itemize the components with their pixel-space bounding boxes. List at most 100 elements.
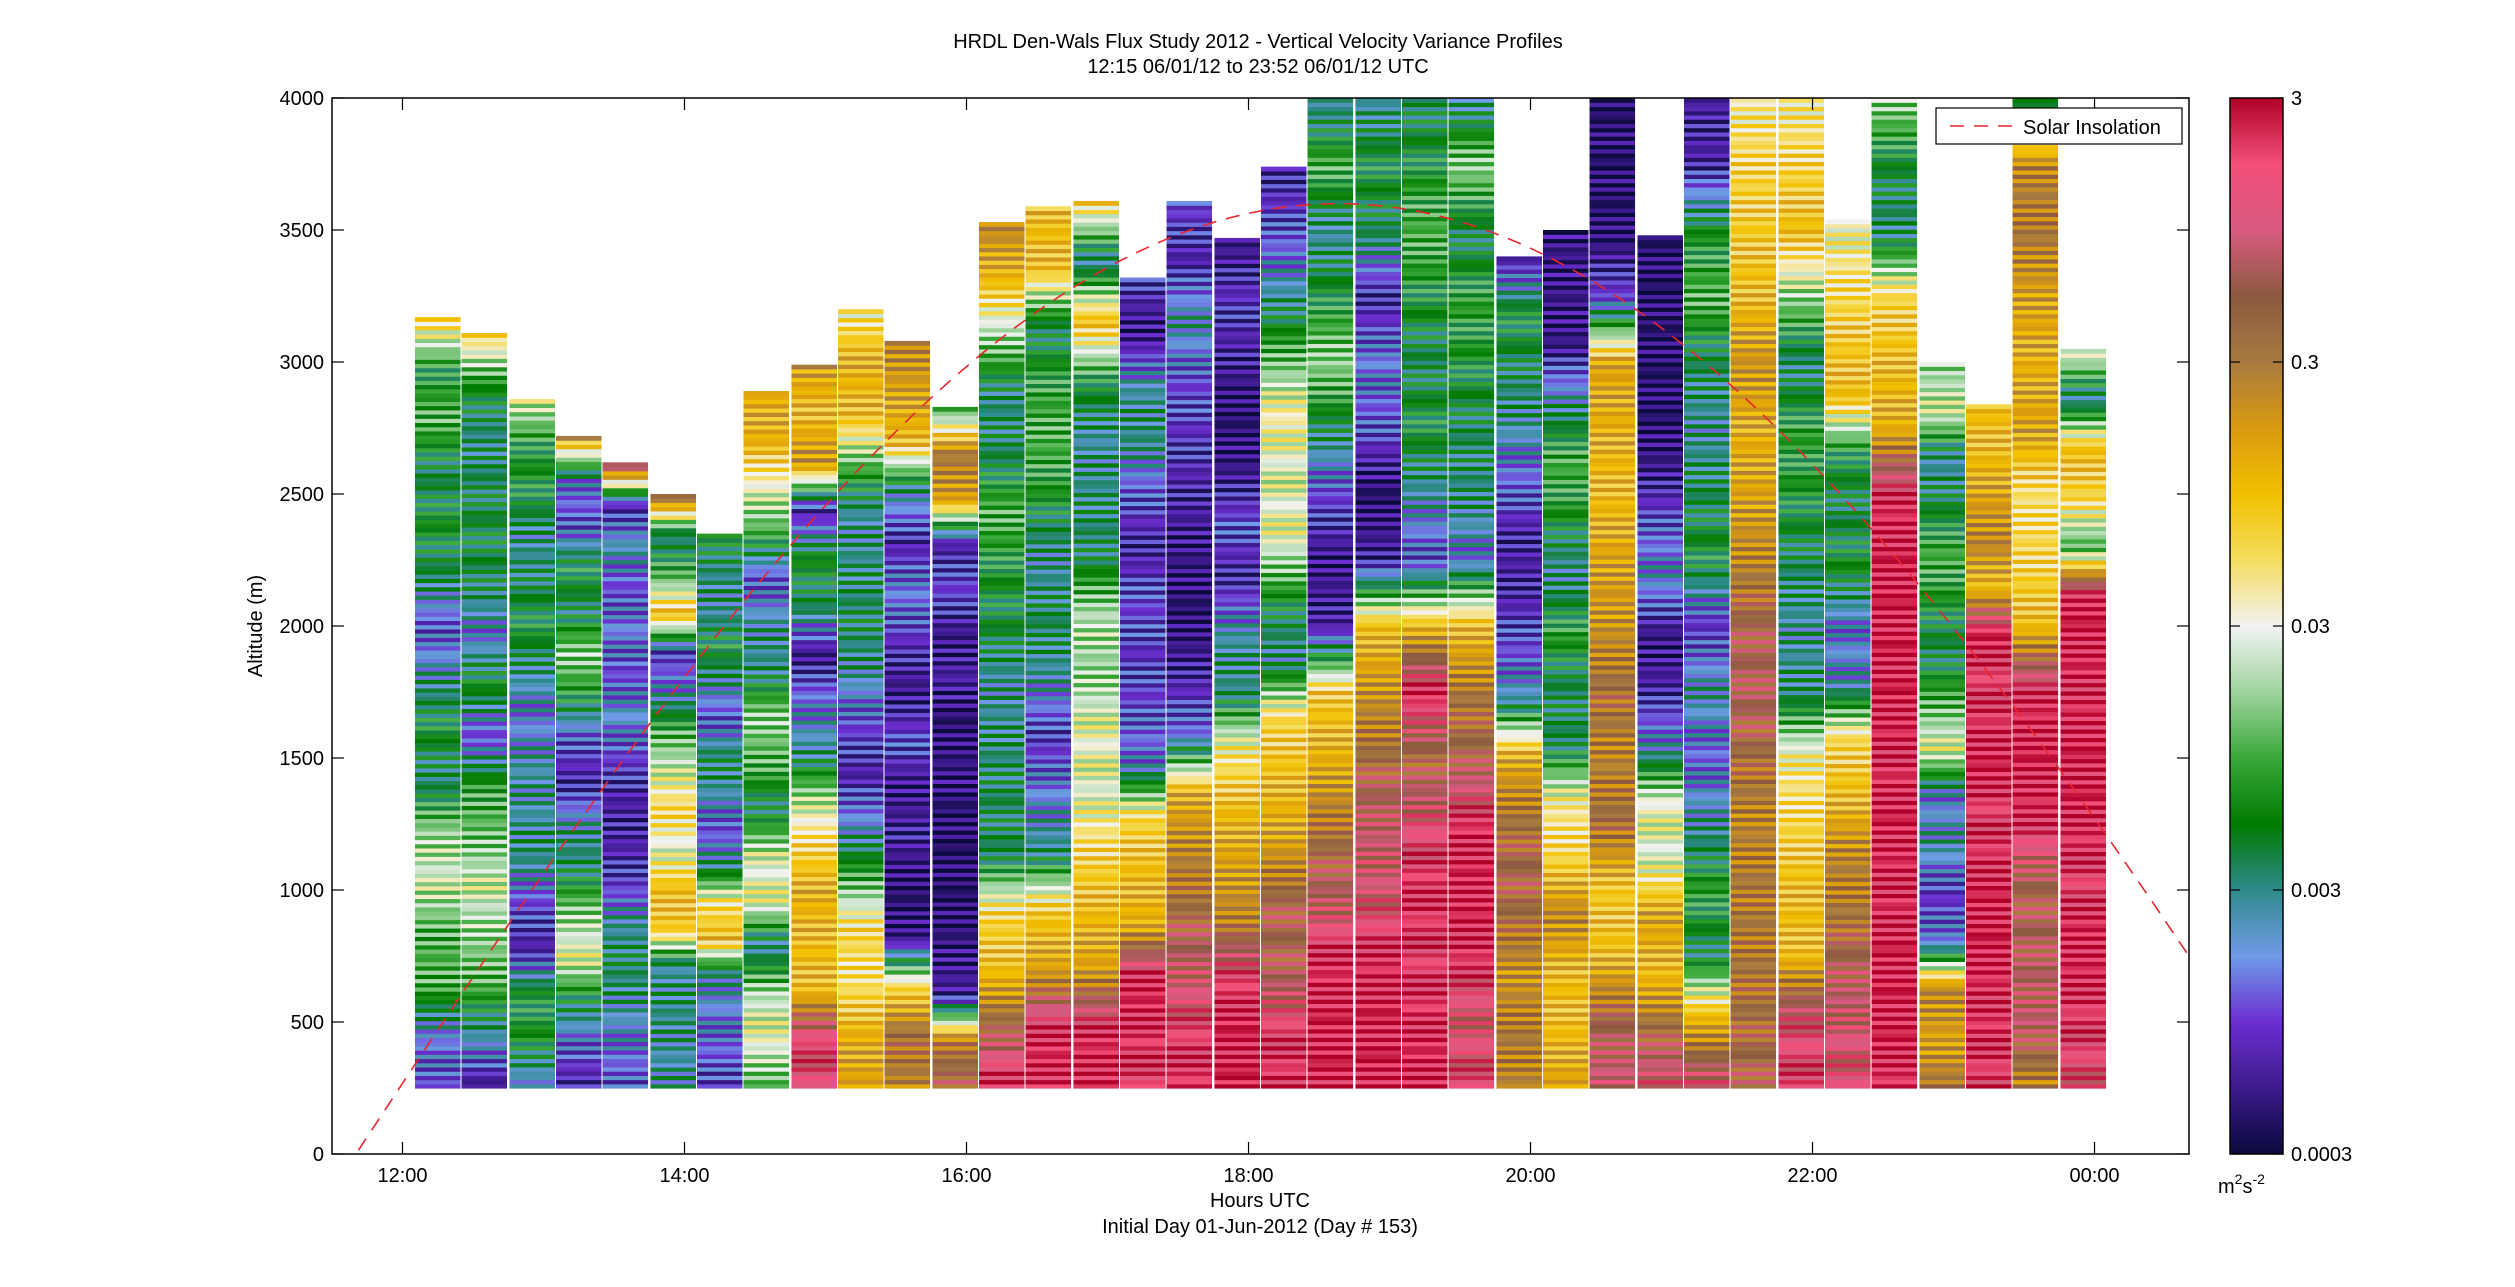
- variance-cell: [1073, 1079, 1119, 1085]
- variance-cell: [1166, 897, 1213, 903]
- variance-cell: [1543, 466, 1589, 472]
- variance-cell: [1307, 965, 1354, 971]
- variance-cell: [1496, 294, 1543, 300]
- variance-cell: [1119, 746, 1166, 751]
- variance-cell: [1214, 855, 1260, 861]
- variance-cell: [1214, 364, 1260, 370]
- variance-cell: [978, 1045, 1025, 1051]
- variance-cell: [650, 902, 696, 908]
- variance-cell: [1355, 906, 1402, 911]
- variance-cell: [978, 868, 1025, 874]
- variance-cell: [1589, 1033, 1636, 1038]
- variance-cell: [1025, 628, 1072, 633]
- variance-cell: [1307, 580, 1354, 586]
- variance-cell: [1166, 1071, 1213, 1076]
- variance-cell: [1119, 741, 1166, 747]
- variance-cell: [555, 1079, 602, 1085]
- variance-cell: [1589, 969, 1636, 975]
- variance-cell: [837, 334, 884, 340]
- variance-cell: [978, 758, 1025, 764]
- variance-cell: [1166, 416, 1213, 422]
- variance-cell: [1261, 809, 1307, 814]
- variance-cell: [461, 505, 508, 511]
- variance-cell: [1543, 492, 1589, 497]
- variance-cell: [1448, 1075, 1495, 1081]
- variance-cell: [791, 753, 837, 759]
- variance-cell: [602, 762, 649, 768]
- variance-cell: [1589, 148, 1636, 154]
- variance-cell: [1307, 495, 1354, 501]
- variance-cell: [1166, 986, 1213, 992]
- variance-cell: [1214, 686, 1260, 692]
- variance-cell: [1166, 281, 1213, 287]
- variance-cell: [932, 1075, 978, 1081]
- variance-cell: [650, 818, 696, 824]
- variance-cell: [1166, 230, 1213, 236]
- variance-cell: [791, 804, 837, 810]
- variance-cell: [837, 495, 884, 501]
- variance-cell: [837, 812, 884, 818]
- variance-cell: [1307, 880, 1354, 886]
- variance-cell: [884, 817, 931, 823]
- variance-cell: [1307, 711, 1354, 717]
- variance-cell: [1543, 673, 1589, 679]
- variance-cell: [1261, 525, 1307, 531]
- variance-cell: [1589, 639, 1636, 645]
- variance-cell: [1166, 467, 1213, 472]
- variance-cell: [1025, 294, 1072, 300]
- variance-cell: [1448, 1058, 1495, 1064]
- variance-cell: [555, 689, 602, 695]
- variance-cell: [1119, 454, 1166, 460]
- variance-cell: [1025, 303, 1072, 309]
- variance-cell: [884, 657, 931, 663]
- variance-cell: [932, 1003, 978, 1009]
- variance-cell: [1307, 1066, 1354, 1072]
- variance-cell: [932, 838, 978, 844]
- variance-cell: [414, 355, 461, 360]
- variance-cell: [1073, 538, 1119, 544]
- variance-cell: [1402, 538, 1448, 543]
- variance-cell: [1589, 1071, 1636, 1076]
- variance-cell: [650, 494, 696, 499]
- variance-cell: [1261, 775, 1307, 781]
- variance-cell: [1214, 665, 1260, 670]
- variance-cell: [650, 683, 696, 689]
- variance-cell: [461, 818, 508, 823]
- variance-cell: [1307, 736, 1354, 742]
- variance-cell: [1307, 1028, 1354, 1034]
- variance-cell: [1496, 948, 1543, 954]
- variance-cell: [1448, 631, 1495, 636]
- variance-cell: [978, 935, 1025, 941]
- variance-cell: [509, 906, 555, 912]
- variance-cell: [1589, 901, 1636, 907]
- variance-cell: [1589, 538, 1636, 543]
- variance-cell: [1543, 1020, 1589, 1026]
- variance-cell: [1402, 444, 1448, 450]
- variance-cell: [1496, 269, 1543, 274]
- variance-cell: [1261, 1062, 1307, 1068]
- variance-cell: [1543, 551, 1589, 557]
- variance-cell: [602, 1007, 649, 1013]
- variance-cell: [1166, 513, 1213, 519]
- variance-cell: [978, 623, 1025, 629]
- variance-cell: [461, 392, 508, 397]
- variance-cell: [932, 787, 978, 793]
- variance-cell: [461, 961, 508, 967]
- variance-cell: [1025, 687, 1072, 693]
- variance-cell: [791, 478, 837, 484]
- variance-cell: [414, 1075, 461, 1081]
- variance-cell: [696, 554, 743, 560]
- variance-cell: [1355, 1024, 1402, 1030]
- variance-cell: [1402, 880, 1448, 886]
- variance-cell: [791, 686, 837, 691]
- variance-cell: [1025, 261, 1072, 266]
- variance-cell: [650, 1058, 696, 1064]
- variance-cell: [791, 639, 837, 645]
- variance-cell: [1448, 419, 1495, 425]
- variance-cell: [1589, 652, 1636, 658]
- variance-cell: [1025, 383, 1072, 389]
- variance-cell: [509, 885, 555, 890]
- variance-cell: [555, 1054, 602, 1059]
- variance-cell: [837, 571, 884, 577]
- variance-cell: [1307, 263, 1354, 268]
